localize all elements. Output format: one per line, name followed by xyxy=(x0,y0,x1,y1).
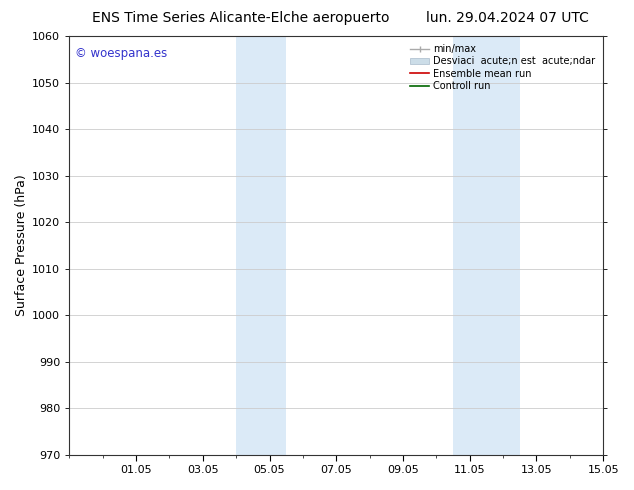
Y-axis label: Surface Pressure (hPa): Surface Pressure (hPa) xyxy=(15,174,28,316)
Text: lun. 29.04.2024 07 UTC: lun. 29.04.2024 07 UTC xyxy=(426,11,588,25)
Bar xyxy=(236,36,286,455)
Legend: min/max, Desviaci  acute;n est  acute;ndar, Ensemble mean run, Controll run: min/max, Desviaci acute;n est acute;ndar… xyxy=(407,41,598,94)
Text: ENS Time Series Alicante-Elche aeropuerto: ENS Time Series Alicante-Elche aeropuert… xyxy=(92,11,390,25)
Bar xyxy=(453,36,520,455)
Text: © woespana.es: © woespana.es xyxy=(75,47,167,60)
